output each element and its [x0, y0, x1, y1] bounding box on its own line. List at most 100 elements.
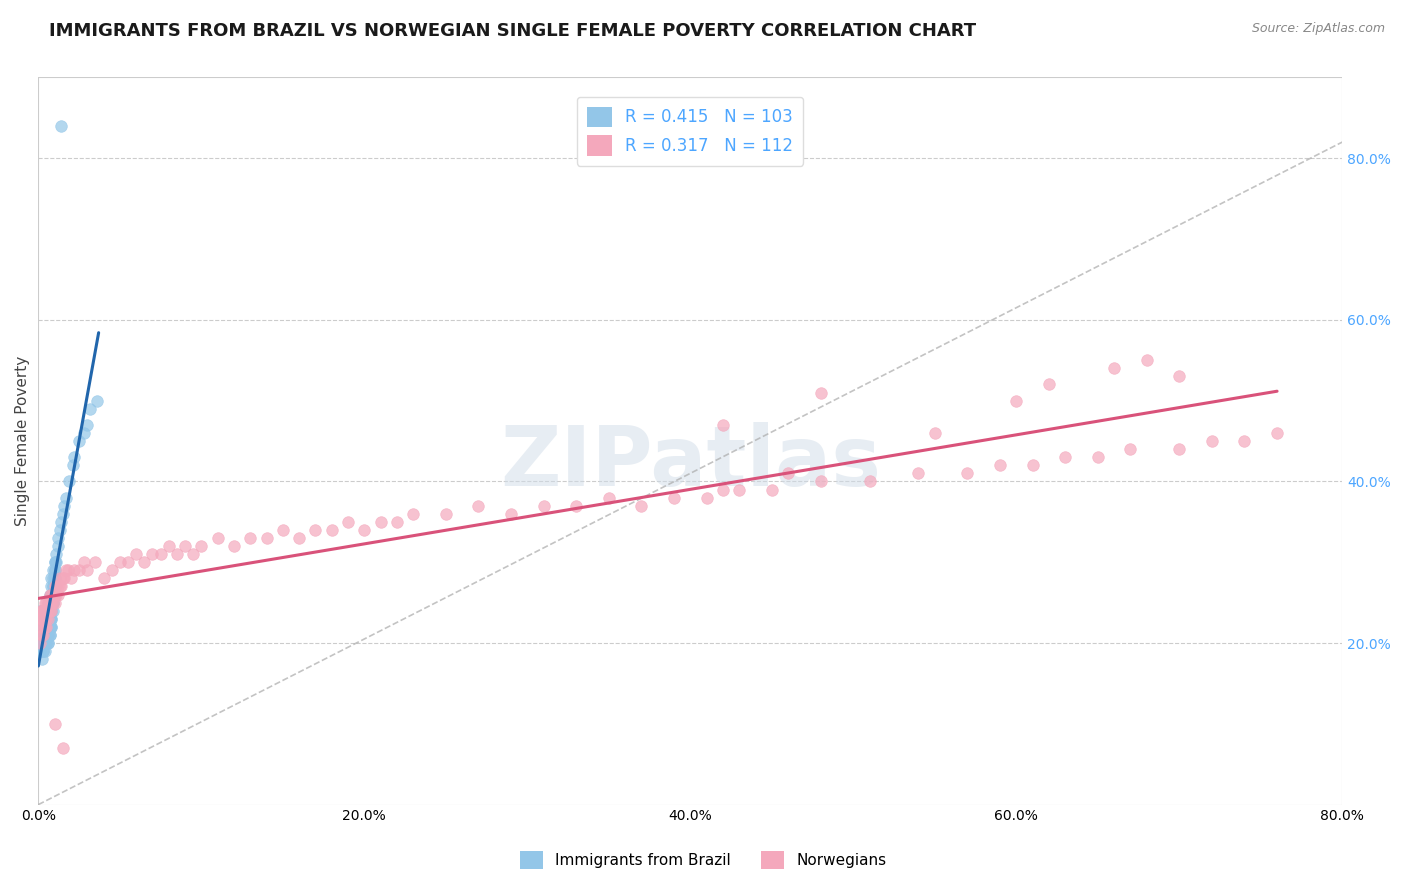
- Point: [48, 571, 70, 585]
- Point: [67, 434, 90, 448]
- Point: [31, 620, 53, 634]
- Point: [34, 612, 56, 626]
- Point: [38, 588, 60, 602]
- Point: [1038, 377, 1060, 392]
- Point: [35, 620, 58, 634]
- Point: [44, 579, 66, 593]
- Point: [38, 588, 60, 602]
- Legend: R = 0.415   N = 103, R = 0.317   N = 112: R = 0.415 N = 103, R = 0.317 N = 112: [576, 96, 803, 166]
- Point: [1102, 361, 1125, 376]
- Point: [63, 563, 86, 577]
- Point: [222, 539, 245, 553]
- Point: [38, 628, 60, 642]
- Point: [353, 523, 375, 537]
- Point: [35, 612, 58, 626]
- Point: [31, 628, 53, 642]
- Point: [157, 539, 180, 553]
- Point: [44, 563, 66, 577]
- Point: [52, 741, 75, 756]
- Point: [44, 596, 66, 610]
- Point: [239, 531, 262, 545]
- Point: [35, 612, 58, 626]
- Point: [100, 563, 122, 577]
- Point: [304, 523, 326, 537]
- Point: [166, 547, 188, 561]
- Point: [35, 628, 58, 642]
- Point: [76, 417, 98, 432]
- Point: [38, 620, 60, 634]
- Point: [533, 499, 555, 513]
- Point: [38, 596, 60, 610]
- Point: [44, 588, 66, 602]
- Point: [662, 491, 685, 505]
- Point: [73, 555, 96, 569]
- Point: [49, 579, 72, 593]
- Point: [28, 620, 51, 634]
- Point: [434, 507, 457, 521]
- Point: [1005, 393, 1028, 408]
- Point: [32, 644, 55, 658]
- Point: [44, 579, 66, 593]
- Point: [93, 571, 115, 585]
- Point: [907, 467, 929, 481]
- Point: [711, 417, 734, 432]
- Point: [41, 579, 63, 593]
- Point: [58, 475, 80, 489]
- Point: [42, 588, 65, 602]
- Point: [86, 393, 108, 408]
- Point: [288, 531, 311, 545]
- Point: [44, 563, 66, 577]
- Point: [48, 523, 70, 537]
- Point: [778, 467, 800, 481]
- Point: [31, 612, 53, 626]
- Point: [1119, 442, 1142, 456]
- Point: [41, 596, 63, 610]
- Point: [37, 628, 59, 642]
- Point: [32, 636, 55, 650]
- Point: [41, 588, 63, 602]
- Point: [73, 425, 96, 440]
- Point: [41, 612, 63, 626]
- Point: [31, 620, 53, 634]
- Point: [35, 636, 58, 650]
- Point: [37, 596, 59, 610]
- Point: [76, 563, 98, 577]
- Point: [117, 555, 139, 569]
- Point: [37, 636, 59, 650]
- Point: [467, 499, 489, 513]
- Point: [53, 499, 76, 513]
- Point: [38, 620, 60, 634]
- Point: [28, 620, 51, 634]
- Point: [44, 588, 66, 602]
- Point: [42, 563, 65, 577]
- Point: [35, 604, 58, 618]
- Point: [38, 596, 60, 610]
- Point: [321, 523, 343, 537]
- Point: [38, 596, 60, 610]
- Point: [32, 636, 55, 650]
- Point: [49, 119, 72, 133]
- Point: [37, 612, 59, 626]
- Point: [32, 604, 55, 618]
- Point: [174, 539, 197, 553]
- Point: [134, 555, 156, 569]
- Point: [499, 507, 522, 521]
- Point: [28, 636, 51, 650]
- Point: [59, 571, 82, 585]
- Point: [1021, 458, 1043, 473]
- Point: [42, 604, 65, 618]
- Point: [810, 475, 832, 489]
- Point: [37, 628, 59, 642]
- Point: [44, 716, 66, 731]
- Point: [181, 547, 204, 561]
- Point: [28, 628, 51, 642]
- Point: [34, 612, 56, 626]
- Point: [38, 604, 60, 618]
- Point: [207, 531, 229, 545]
- Point: [1087, 450, 1109, 465]
- Point: [149, 547, 172, 561]
- Point: [696, 491, 718, 505]
- Point: [37, 612, 59, 626]
- Point: [37, 596, 59, 610]
- Point: [28, 604, 51, 618]
